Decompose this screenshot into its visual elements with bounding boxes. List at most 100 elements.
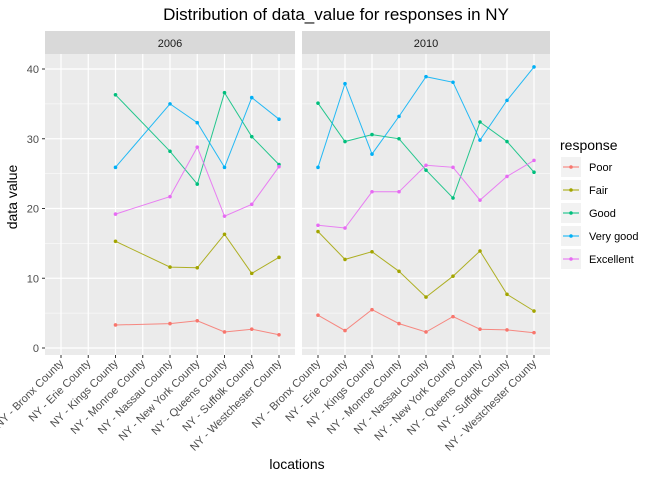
facet-strip [302,31,550,54]
data-point [370,132,374,137]
data-point [451,314,455,319]
x-axis-title: locations [269,456,324,472]
data-point [343,226,347,230]
series-line [115,320,280,336]
series-excellent [316,158,536,230]
data-point [451,165,455,170]
data-point [168,265,172,269]
data-point [316,101,320,105]
data-point [249,134,254,139]
data-point [505,292,509,297]
data-point [478,138,482,142]
data-point [370,152,374,156]
data-point [195,182,200,186]
series-good [113,90,281,186]
facet-strip-label: 2010 [414,38,438,50]
y-tick-label: 20 [27,204,39,216]
data-point [424,168,428,172]
legend-label: Good [589,208,616,220]
data-point [168,149,172,154]
data-point [277,332,281,337]
data-point [370,189,374,194]
legend-item: Poor [561,157,613,177]
data-point [478,120,482,124]
data-point [370,307,374,312]
legend-title: response [560,137,618,153]
data-point [343,257,347,262]
legend-key-point [569,211,573,215]
data-point [195,318,200,323]
data-point [195,145,200,149]
legend-item: Very good [561,226,639,246]
facet-strip [45,31,295,54]
data-point [532,309,536,313]
data-point [505,139,509,144]
data-point [343,328,347,333]
data-point [195,265,200,270]
y-tick-label: 30 [27,134,39,146]
data-point [397,136,401,141]
data-point [505,98,509,103]
series-line [115,233,280,275]
data-point [478,249,482,253]
data-point [113,165,118,170]
data-point [222,214,227,218]
data-point [316,165,320,170]
data-point [249,327,254,331]
data-point [478,327,482,331]
facet-strip-label: 2006 [158,38,182,50]
data-point [397,321,401,326]
series-poor [113,318,281,337]
data-point [451,274,455,278]
legend-key-point [569,257,573,261]
data-point [532,170,536,175]
series-good [316,101,536,200]
data-point [505,328,509,332]
y-tick-label: 10 [27,273,39,285]
legend-item: Fair [561,180,608,200]
data-point [397,114,401,119]
series-very-good [113,95,281,170]
y-tick-label: 40 [27,64,39,76]
legend-key-point [569,165,573,169]
data-point [113,323,118,327]
data-point [168,194,172,199]
legend-items: Poor Fair Good Very good Excellent [561,157,639,269]
data-point [222,330,227,334]
data-point [249,95,254,100]
legend-item: Good [561,203,616,223]
series-poor [316,307,536,335]
data-point [113,212,118,216]
data-point [451,196,455,200]
data-point [249,271,254,276]
data-point [424,74,428,79]
y-tick-label: 0 [33,343,39,355]
series-line [115,91,280,186]
data-point [113,93,118,97]
legend-label: Poor [589,162,613,174]
data-point [397,269,401,274]
data-point [168,102,172,106]
data-point [397,189,401,194]
data-point [478,198,482,202]
series-line [115,145,280,217]
data-point [222,232,227,237]
data-point [424,330,428,334]
data-point [277,255,281,260]
data-point [424,295,428,299]
series-fair [113,232,281,276]
data-point [113,239,118,244]
data-point [532,330,536,335]
data-point [249,202,254,207]
data-point [316,223,320,228]
data-point [316,313,320,318]
legend-label: Fair [589,185,608,197]
data-point [316,229,320,234]
data-point [370,249,374,254]
series-very-good [316,65,536,170]
data-point [343,81,347,86]
data-point [451,80,455,85]
chart-title: Distribution of data_value for responses… [163,5,509,24]
